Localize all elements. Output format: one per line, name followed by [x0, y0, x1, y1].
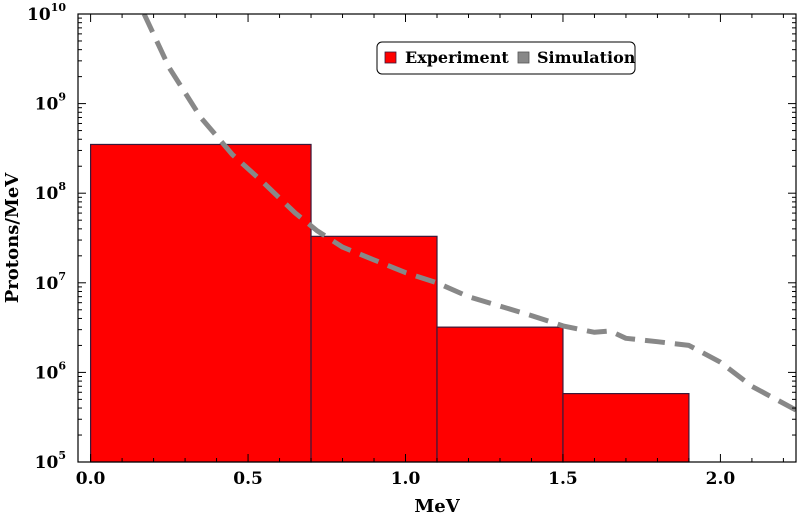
- legend-swatch-simulation: [517, 51, 530, 64]
- y-tick-label: 1010: [27, 1, 66, 25]
- histogram-bar: [89, 143, 312, 463]
- histogram-bar: [436, 326, 564, 463]
- simulation-line: [141, 14, 796, 413]
- legend: Experiment Simulation: [376, 41, 636, 75]
- legend-label-experiment: Experiment: [405, 48, 509, 67]
- legend-label-simulation: Simulation: [537, 48, 636, 67]
- x-tick-label: 0.0: [76, 469, 106, 489]
- y-tick-label: 107: [35, 270, 66, 294]
- y-tick-label: 108: [35, 180, 67, 204]
- y-tick-label: 109: [35, 91, 66, 115]
- y-tick-label: 105: [35, 449, 66, 473]
- y-axis-title: Protons/MeV: [2, 172, 23, 304]
- x-tick-label: 1.0: [391, 469, 421, 489]
- histogram-bar: [310, 235, 438, 463]
- legend-swatch-experiment: [384, 51, 397, 64]
- x-tick-label: 0.5: [233, 469, 263, 489]
- x-tick-label: 1.5: [548, 469, 578, 489]
- legend-box: [376, 41, 636, 75]
- x-axis-title: MeV: [414, 496, 460, 517]
- y-tick-label: 106: [35, 359, 67, 383]
- x-tick-label: 2.0: [706, 469, 736, 489]
- histogram-bar: [562, 392, 690, 463]
